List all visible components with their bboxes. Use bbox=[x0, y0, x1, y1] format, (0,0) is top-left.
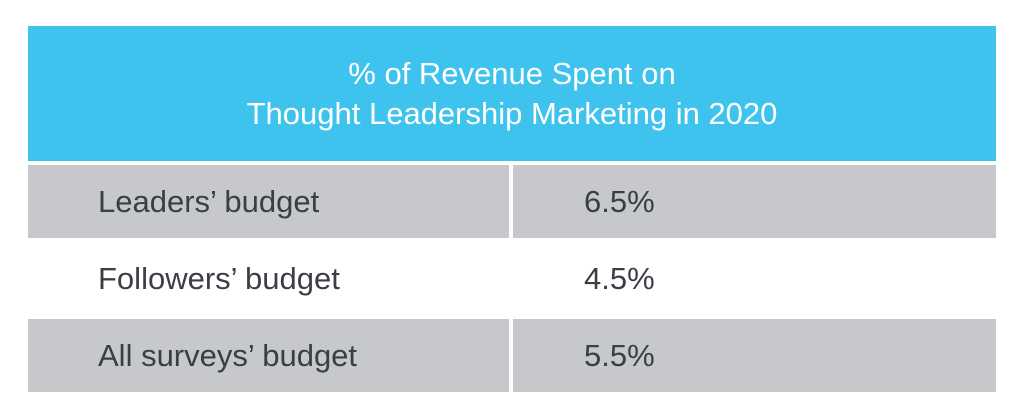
table-row: Followers’ budget 4.5% bbox=[28, 242, 996, 315]
row-value: 5.5% bbox=[513, 319, 996, 392]
table-row: Leaders’ budget 6.5% bbox=[28, 165, 996, 238]
row-label: Leaders’ budget bbox=[28, 165, 509, 238]
table-title-line-1: % of Revenue Spent on bbox=[348, 55, 676, 91]
row-value: 6.5% bbox=[513, 165, 996, 238]
cell-divider bbox=[509, 319, 513, 392]
revenue-table: % of Revenue Spent on Thought Leadership… bbox=[28, 26, 996, 392]
row-label: Followers’ budget bbox=[28, 242, 509, 315]
row-value: 4.5% bbox=[513, 242, 996, 315]
row-label: All surveys’ budget bbox=[28, 319, 509, 392]
cell-divider bbox=[509, 165, 513, 238]
table-header: % of Revenue Spent on Thought Leadership… bbox=[28, 26, 996, 161]
cell-divider bbox=[509, 242, 513, 315]
table-title-line-2: Thought Leadership Marketing in 2020 bbox=[246, 95, 778, 131]
table-row: All surveys’ budget 5.5% bbox=[28, 319, 996, 392]
